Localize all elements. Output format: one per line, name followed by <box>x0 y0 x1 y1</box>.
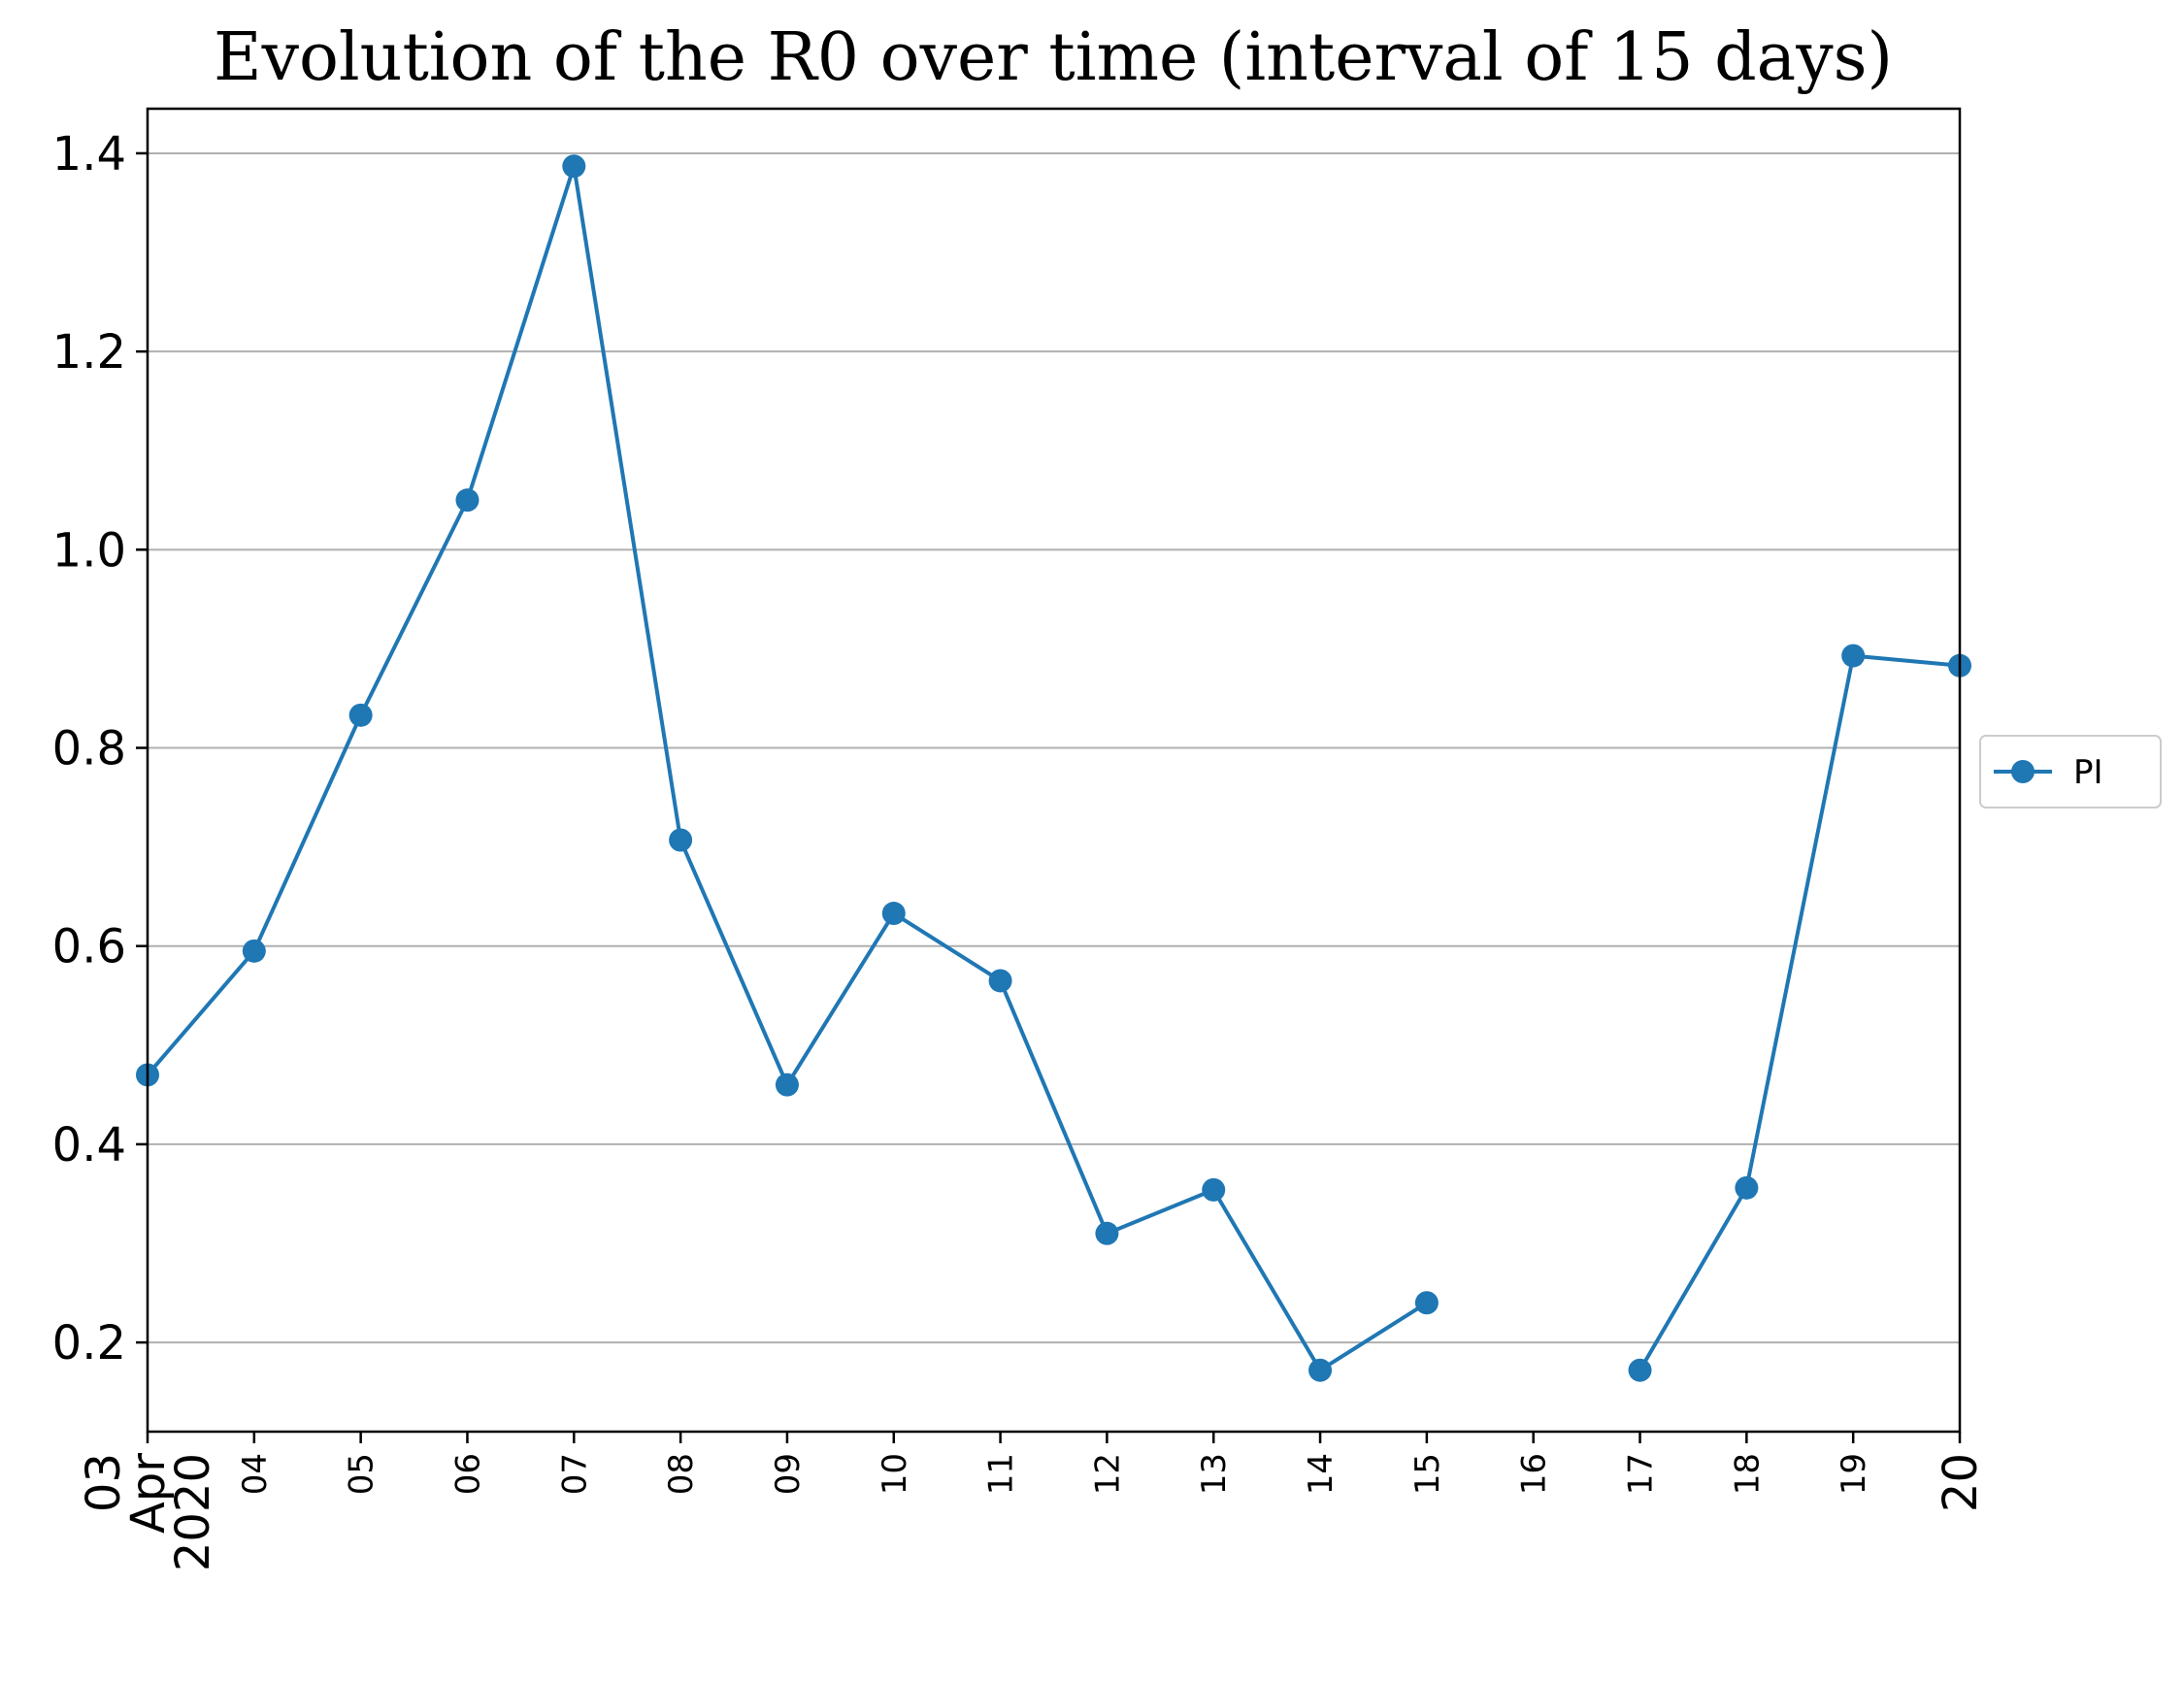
x-tick-label: 11 <box>982 1453 1021 1495</box>
x-tick-label: Apr <box>121 1453 176 1534</box>
legend-box <box>1979 735 2162 809</box>
legend-label-pi: PI <box>2073 753 2103 792</box>
series-line-segment <box>1638 653 1961 1371</box>
data-point <box>881 902 906 926</box>
data-point <box>348 703 373 727</box>
data-point <box>775 1073 799 1097</box>
data-point <box>242 939 266 963</box>
x-tick-label: 14 <box>1302 1453 1340 1495</box>
x-tick-label: 16 <box>1515 1453 1554 1495</box>
x-tick-label: 17 <box>1622 1453 1661 1495</box>
y-tick-label: 1.0 <box>52 523 126 578</box>
data-point <box>1308 1358 1333 1382</box>
x-tick-label: 13 <box>1195 1453 1234 1495</box>
y-tick-label: 0.6 <box>52 920 126 974</box>
y-gridlines <box>148 151 1960 1344</box>
data-point <box>1414 1291 1439 1315</box>
y-tick-label: 0.4 <box>52 1118 126 1172</box>
data-point <box>669 828 693 852</box>
data-point <box>1735 1175 1759 1200</box>
x-tick-label: 09 <box>769 1453 808 1495</box>
x-tick-label: 10 <box>876 1453 914 1495</box>
plot-frame <box>146 107 1962 1434</box>
chart-title: Evolution of the R0 over time (interval … <box>214 19 1893 96</box>
x-tick-label: 07 <box>555 1453 594 1495</box>
x-tick-label: 15 <box>1408 1453 1447 1495</box>
y-tick-label: 0.8 <box>52 722 126 776</box>
data-point <box>455 488 480 512</box>
series-line-segment <box>146 164 1428 1372</box>
y-tick-label: 1.2 <box>52 325 126 380</box>
x-tick-label: 04 <box>236 1453 275 1495</box>
data-point <box>1095 1221 1119 1245</box>
x-tick-label: 19 <box>1835 1453 1873 1495</box>
legend: PI <box>1979 735 2162 809</box>
x-tick-label: 03 <box>77 1453 131 1512</box>
x-tick-label: 08 <box>662 1453 701 1495</box>
x-tick-label: 20 <box>1934 1453 1988 1512</box>
data-point <box>1202 1177 1226 1202</box>
data-point <box>988 969 1012 993</box>
y-tick-label: 0.2 <box>52 1316 126 1370</box>
x-tick-label: 12 <box>1088 1453 1127 1495</box>
x-tick-label: 2020 <box>166 1453 220 1571</box>
data-point <box>1628 1358 1652 1382</box>
x-tick-label: 18 <box>1728 1453 1767 1495</box>
x-tick-label: 06 <box>448 1453 487 1495</box>
data-point <box>562 154 586 179</box>
y-axis: 0.2 0.4 0.6 0.8 1.0 1.2 1.4 <box>52 127 148 1370</box>
series-pi <box>136 154 1971 1382</box>
data-point <box>1841 644 1866 668</box>
x-tick-label: 05 <box>343 1453 381 1495</box>
legend-marker <box>2011 760 2035 783</box>
y-tick-label: 1.4 <box>52 127 126 182</box>
